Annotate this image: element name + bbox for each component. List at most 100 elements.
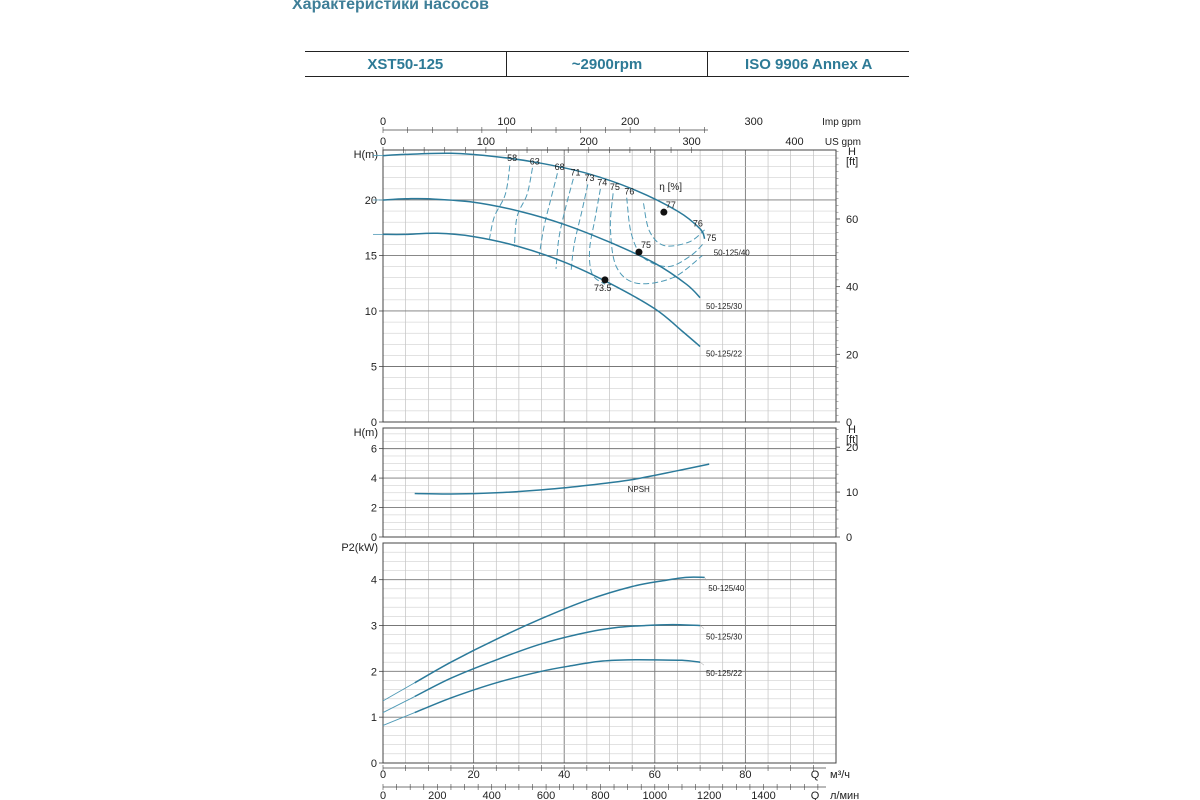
- y-right-axis-unit: [ft]: [846, 156, 858, 168]
- y-right-tick-label: 0: [846, 417, 852, 429]
- y-axis-label: P2(kW): [341, 542, 378, 554]
- q-m3h-axis-prefix: Q: [811, 769, 820, 781]
- head-curve: [382, 232, 701, 348]
- y-tick-label: 0: [371, 417, 377, 429]
- power-curve: [414, 623, 701, 698]
- y-tick-label: 4: [371, 575, 377, 587]
- y-axis-label: H(m): [354, 427, 378, 439]
- us-gpm-axis-tick-label: 400: [785, 136, 803, 148]
- power-curve-label: 50-125/40: [708, 584, 745, 593]
- efficiency-iso-label: 68: [555, 162, 565, 172]
- power-curve-leader: [699, 625, 705, 629]
- head-curve: [382, 197, 701, 299]
- efficiency-iso-line: [513, 167, 533, 247]
- power-curve-stub: [382, 696, 415, 713]
- imp-gpm-axis-tick-label: 100: [497, 116, 515, 128]
- efficiency-iso-line: [609, 193, 703, 285]
- head-curve-label: 50-125/22: [706, 349, 743, 358]
- efficiency-right-label: 75: [706, 233, 716, 243]
- efficiency-iso-label: 71: [571, 168, 581, 178]
- efficiency-axis-label: η [%]: [659, 182, 682, 193]
- efficiency-iso-line: [643, 203, 705, 247]
- y-tick-label: 2: [371, 666, 377, 678]
- imp-gpm-axis-tick-label: 0: [380, 116, 386, 128]
- best-efficiency-point: [635, 248, 643, 256]
- efficiency-iso-label: 63: [530, 156, 540, 166]
- y-right-tick-label: 20: [846, 349, 858, 361]
- power-curve-stub: [382, 682, 415, 702]
- best-efficiency-point: [601, 276, 609, 284]
- npsh-curve: [414, 463, 710, 495]
- q-lmin-axis-tick-label: 400: [483, 790, 501, 800]
- us-gpm-axis-tick-label: 300: [682, 136, 700, 148]
- us-gpm-axis-label: US gpm: [825, 137, 861, 148]
- efficiency-iso-label: 76: [624, 186, 634, 196]
- panel-frame-power: [382, 542, 837, 764]
- head-curve: [382, 152, 706, 240]
- page-title: Характеристики насосов: [292, 0, 489, 13]
- power-curve-label: 50-125/22: [706, 669, 743, 678]
- y-right-tick-label: 20: [846, 442, 858, 454]
- head-curve-label: 50-125/40: [714, 248, 751, 257]
- y-tick-label: 3: [371, 621, 377, 633]
- q-lmin-axis-prefix: Q: [811, 790, 820, 800]
- head-curve-label: 50-125/30: [706, 302, 743, 311]
- q-lmin-axis-tick-label: 1000: [643, 790, 667, 800]
- q-m3h-axis-tick-label: 0: [380, 769, 386, 781]
- imp-gpm-axis-tick-label: 200: [621, 116, 639, 128]
- efficiency-iso-label: 74: [597, 178, 607, 188]
- axes-layer: 05101520H(m)0246H(m)01234P2(kW)0204060H[…: [341, 116, 861, 800]
- imp-gpm-axis-tick-label: 300: [745, 116, 763, 128]
- y-right-axis-unit: [ft]: [846, 434, 858, 446]
- npsh-curve-label: NPSH: [628, 485, 650, 494]
- power-curve: [414, 658, 701, 714]
- efficiency-iso-line: [538, 173, 558, 256]
- y-tick-label: 4: [371, 473, 377, 485]
- us-gpm-axis-tick-label: 200: [580, 136, 598, 148]
- y-tick-label: 5: [371, 361, 377, 373]
- efficiency-iso-line: [489, 165, 511, 239]
- q-lmin-axis-tick-label: 1400: [751, 790, 775, 800]
- us-gpm-axis-tick-label: 0: [380, 136, 386, 148]
- q-lmin-axis-tick-label: 1200: [697, 790, 721, 800]
- standard-label: ISO 9906 Annex A: [707, 52, 909, 76]
- q-m3h-axis-unit: м³/ч: [830, 769, 850, 781]
- y-right-tick-label: 0: [846, 532, 852, 544]
- y-tick-label: 0: [371, 758, 377, 770]
- q-lmin-axis-tick-label: 800: [591, 790, 609, 800]
- q-m3h-axis-tick-label: 40: [558, 769, 570, 781]
- best-efficiency-point: [660, 208, 668, 216]
- best-efficiency-label: 75: [641, 240, 651, 250]
- best-efficiency-label: 77: [666, 200, 676, 210]
- efficiency-iso-label: 58: [507, 153, 517, 163]
- panel-frame-npsh: [382, 427, 837, 538]
- y-tick-label: 6: [371, 444, 377, 456]
- y-tick-label: 2: [371, 503, 377, 515]
- y-tick-label: 10: [365, 306, 377, 318]
- power-curve-stub: [382, 712, 415, 726]
- q-m3h-axis-tick-label: 20: [467, 769, 479, 781]
- y-axis-label: H(m): [354, 149, 378, 161]
- efficiency-iso-label: 75: [610, 182, 620, 192]
- y-tick-label: 20: [365, 195, 377, 207]
- q-lmin-axis-tick-label: 600: [537, 790, 555, 800]
- y-right-tick-label: 40: [846, 282, 858, 294]
- model-name: XST50-125: [367, 55, 444, 73]
- imp-gpm-axis-label: Imp gpm: [822, 117, 861, 128]
- y-right-axis-label: H: [848, 424, 856, 436]
- q-m3h-axis-tick-label: 60: [649, 769, 661, 781]
- q-lmin-axis-tick-label: 200: [428, 790, 446, 800]
- model-header: XST50-125 ~2900rpm ISO 9906 Annex A: [305, 51, 909, 77]
- power-curve-leader: [704, 577, 707, 581]
- y-right-axis-label: H: [848, 146, 856, 158]
- efficiency-iso-line: [588, 188, 606, 285]
- y-tick-label: 15: [365, 250, 377, 262]
- efficiency-iso-label: 73: [585, 173, 595, 183]
- y-right-tick-label: 60: [846, 214, 858, 226]
- curves-layer: [373, 152, 710, 726]
- best-efficiency-label: 73.5: [594, 283, 612, 293]
- speed-label: ~2900rpm: [505, 52, 708, 76]
- efficiency-right-label: 76: [693, 219, 703, 229]
